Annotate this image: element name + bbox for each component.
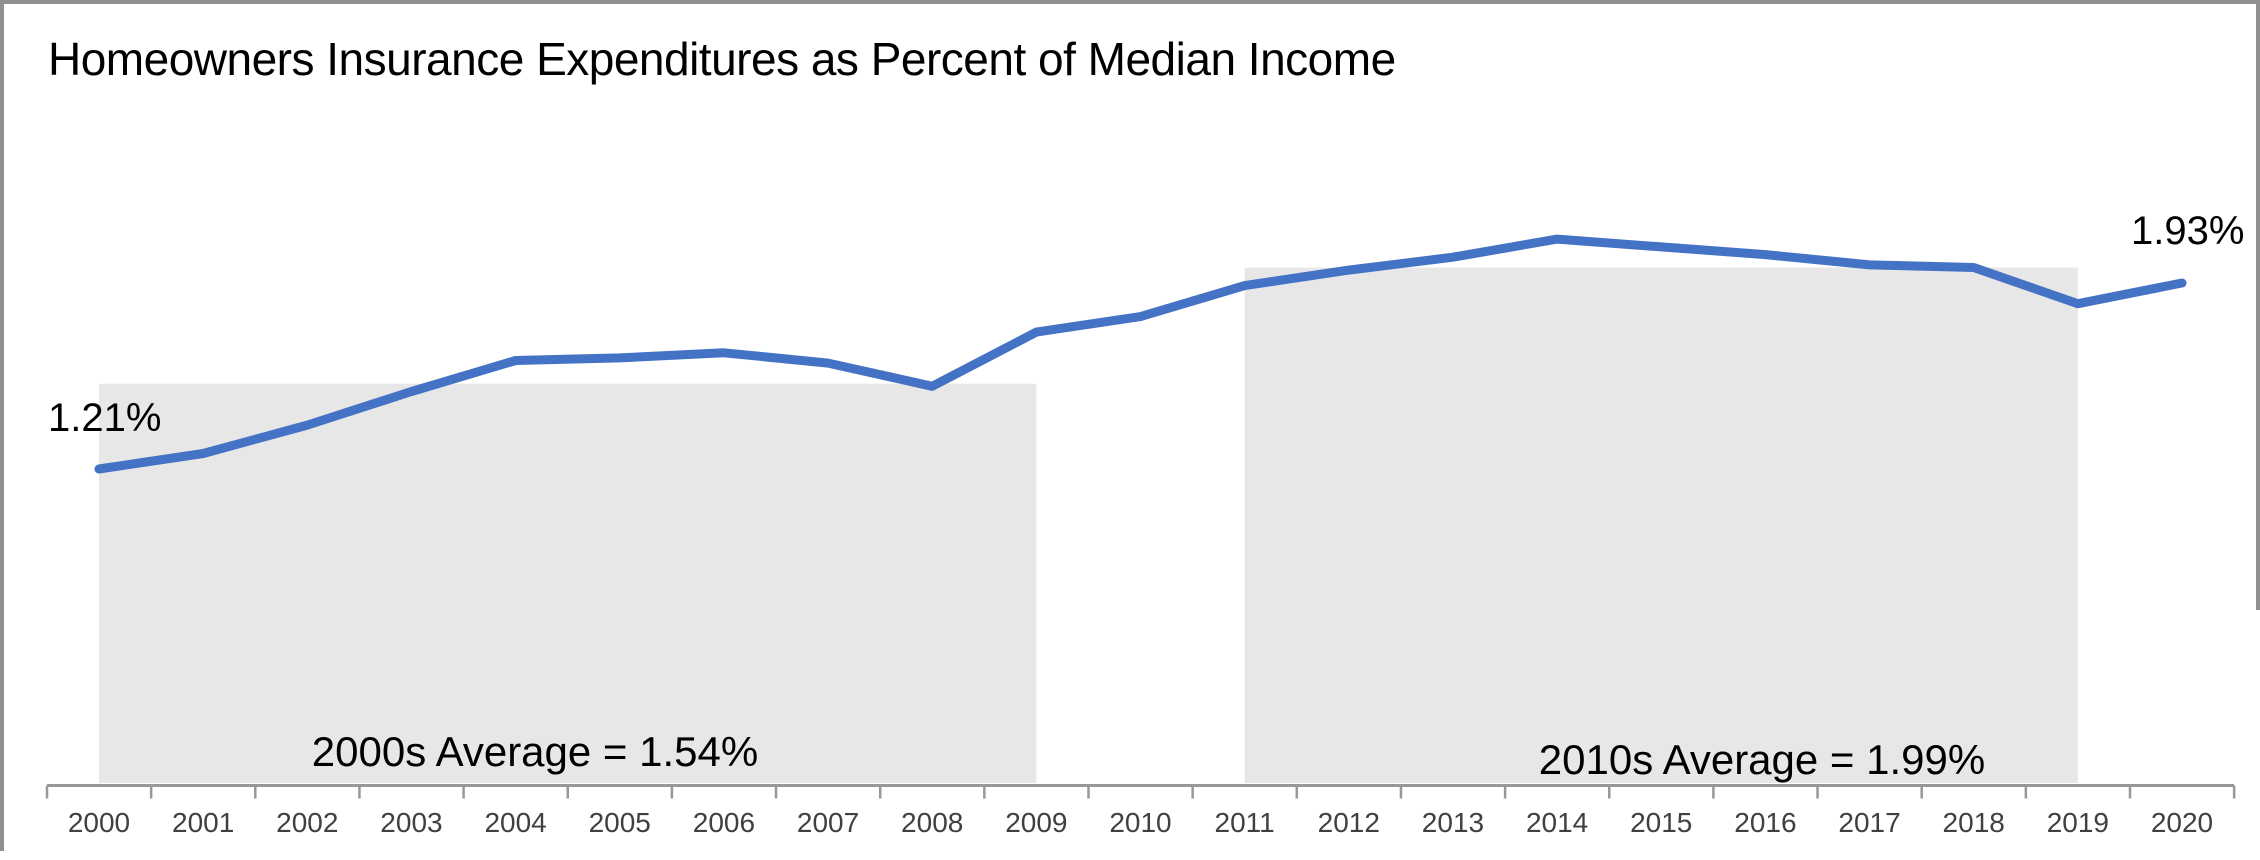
- x-axis-label-2001: 2001: [172, 807, 234, 838]
- x-axis-label-2020: 2020: [2151, 807, 2213, 838]
- x-axis-label-2014: 2014: [1526, 807, 1588, 838]
- x-axis-label-2005: 2005: [589, 807, 651, 838]
- x-axis-label-2013: 2013: [1422, 807, 1484, 838]
- x-axis-label-2016: 2016: [1734, 807, 1796, 838]
- x-axis-label-2012: 2012: [1318, 807, 1380, 838]
- decade-band-2000s: [99, 383, 1037, 783]
- x-axis-label-2004: 2004: [484, 807, 546, 838]
- x-axis-label-2018: 2018: [1943, 807, 2005, 838]
- x-axis-label-2002: 2002: [276, 807, 338, 838]
- window-border-left: [0, 0, 4, 851]
- x-axis-label-2000: 2000: [68, 807, 130, 838]
- x-axis-label-2019: 2019: [2047, 807, 2109, 838]
- band-label-2010s-average: 2010s Average = 1.99%: [1538, 736, 1986, 783]
- data-label-first-point: 1.21%: [48, 396, 162, 440]
- decade-band-2011s: [1244, 267, 2078, 783]
- window-border-top: [0, 0, 2260, 4]
- x-axis-label-2007: 2007: [797, 807, 859, 838]
- chart-title: Homeowners Insurance Expenditures as Per…: [48, 33, 1396, 85]
- window-border-right: [2256, 0, 2260, 610]
- x-axis-label-2003: 2003: [380, 807, 442, 838]
- x-axis-label-2015: 2015: [1630, 807, 1692, 838]
- x-axis-label-2010: 2010: [1109, 807, 1171, 838]
- band-label-2000s-average: 2000s Average = 1.54%: [311, 728, 759, 775]
- x-axis-label-2009: 2009: [1005, 807, 1067, 838]
- x-axis-label-2011: 2011: [1215, 807, 1275, 838]
- x-axis-label-2006: 2006: [693, 807, 755, 838]
- x-axis-label-2017: 2017: [1838, 807, 1900, 838]
- data-label-last-point: 1.93%: [2131, 209, 2245, 253]
- x-axis-label-2008: 2008: [901, 807, 963, 838]
- trend-line: [94, 234, 2187, 474]
